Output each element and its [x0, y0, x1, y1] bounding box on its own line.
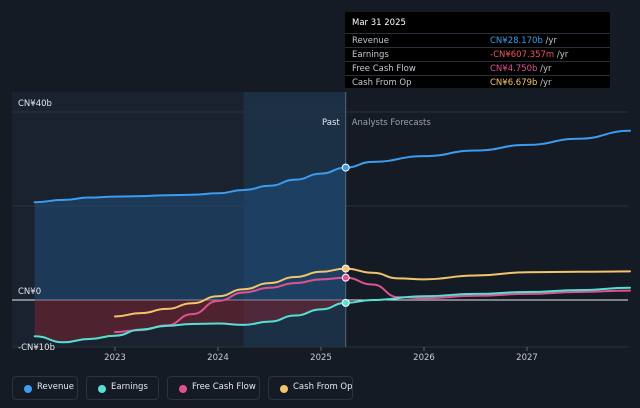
x-axis-ticks: 2023 2024 2025 2026 2027: [104, 347, 538, 363]
x-tick-label: 2026: [413, 353, 435, 363]
tooltip-row-label: Revenue: [352, 36, 390, 46]
y-tick-label: CN¥40b: [18, 99, 52, 109]
tooltip-separator: [345, 75, 485, 76]
hover-markers: [341, 163, 350, 307]
tooltip-date: Mar 31 2025: [352, 18, 406, 28]
x-tick-label: 2027: [516, 353, 538, 363]
line-earnings: [33, 286, 631, 344]
tooltip-separator: [485, 75, 610, 76]
line-cash-from-op: [114, 267, 631, 318]
area-revenue: [34, 167, 346, 300]
tooltip-value-number: CN¥4.750b: [490, 64, 538, 74]
past-label: Past: [322, 118, 340, 128]
tooltip-value-unit: /yr: [537, 78, 552, 88]
y-tick-label: -CN¥10b: [18, 343, 55, 353]
x-tick-label: 2024: [207, 353, 229, 363]
legend-label: Cash From Op: [293, 382, 353, 392]
tooltip-separator: [485, 47, 610, 48]
series-lines: [33, 129, 631, 344]
tooltip-value-unit: /yr: [554, 50, 569, 60]
marker-revenue: [341, 163, 350, 172]
legend-label: Free Cash Flow: [192, 382, 256, 392]
legend-item-earnings[interactable]: Earnings: [86, 376, 159, 400]
tooltip-value-number: -CN¥607.357m: [490, 50, 555, 60]
y-tick-label: CN¥0: [18, 287, 41, 297]
tooltip-row-label: Earnings: [352, 50, 389, 60]
marker-free-cash-flow: [341, 273, 350, 282]
legend-dot-icon: [179, 385, 187, 393]
tooltip-value-unit: /yr: [537, 64, 552, 74]
tooltip-value-unit: /yr: [542, 36, 557, 46]
tooltip-row-value: CN¥4.750b /yr: [490, 64, 552, 74]
tooltip-separator: [345, 33, 485, 34]
tooltip-row-label: Free Cash Flow: [352, 64, 416, 74]
tooltip-row-value: CN¥6.679b /yr: [490, 78, 552, 88]
y-axis-ticks: CN¥40b CN¥0 -CN¥10b: [18, 99, 55, 353]
legend-item-cash-from-op[interactable]: Cash From Op: [268, 376, 353, 400]
financial-chart: Past Analysts Forecasts CN¥40b CN¥0 -CN¥10…: [12, 92, 631, 363]
line-revenue: [33, 129, 631, 204]
legend-dot-icon: [280, 385, 288, 393]
hover-tooltip: Mar 31 2025 Revenue CN¥28.170b /yr Earning…: [345, 12, 610, 88]
tooltip-separator: [485, 61, 610, 62]
tooltip-separator: [345, 47, 485, 48]
legend-label: Earnings: [111, 382, 148, 392]
tooltip-row-value: CN¥28.170b /yr: [490, 36, 557, 46]
x-tick-label: 2023: [104, 353, 126, 363]
legend-dot-icon: [24, 385, 32, 393]
line-free-cash-flow: [114, 276, 631, 333]
tooltip-value-number: CN¥28.170b: [490, 36, 543, 46]
tooltip-row: Revenue CN¥28.170b /yr: [345, 34, 610, 47]
series-areas: [34, 167, 346, 343]
tooltip-row: Cash From Op CN¥6.679b /yr: [345, 76, 610, 89]
tooltip-row: Earnings -CN¥607.357m /yr: [345, 48, 610, 61]
legend-dot-icon: [98, 385, 106, 393]
marker-earnings: [341, 298, 350, 307]
tooltip-row-label: Cash From Op: [352, 78, 412, 88]
legend-label: Revenue: [37, 382, 75, 392]
x-tick-label: 2025: [310, 353, 332, 363]
tooltip-separator: [345, 61, 485, 62]
tooltip-row: Free Cash Flow CN¥4.750b /yr: [345, 62, 610, 75]
legend-item-revenue[interactable]: Revenue: [12, 376, 78, 400]
forecast-label: Analysts Forecasts: [352, 118, 432, 128]
marker-cash-from-op: [341, 264, 350, 273]
tooltip-row-value: -CN¥607.357m /yr: [490, 50, 568, 60]
tooltip-separator: [485, 33, 610, 34]
legend-item-free-cash-flow[interactable]: Free Cash Flow: [167, 376, 260, 400]
tooltip-value-number: CN¥6.679b: [490, 78, 538, 88]
area-earnings: [34, 300, 346, 343]
